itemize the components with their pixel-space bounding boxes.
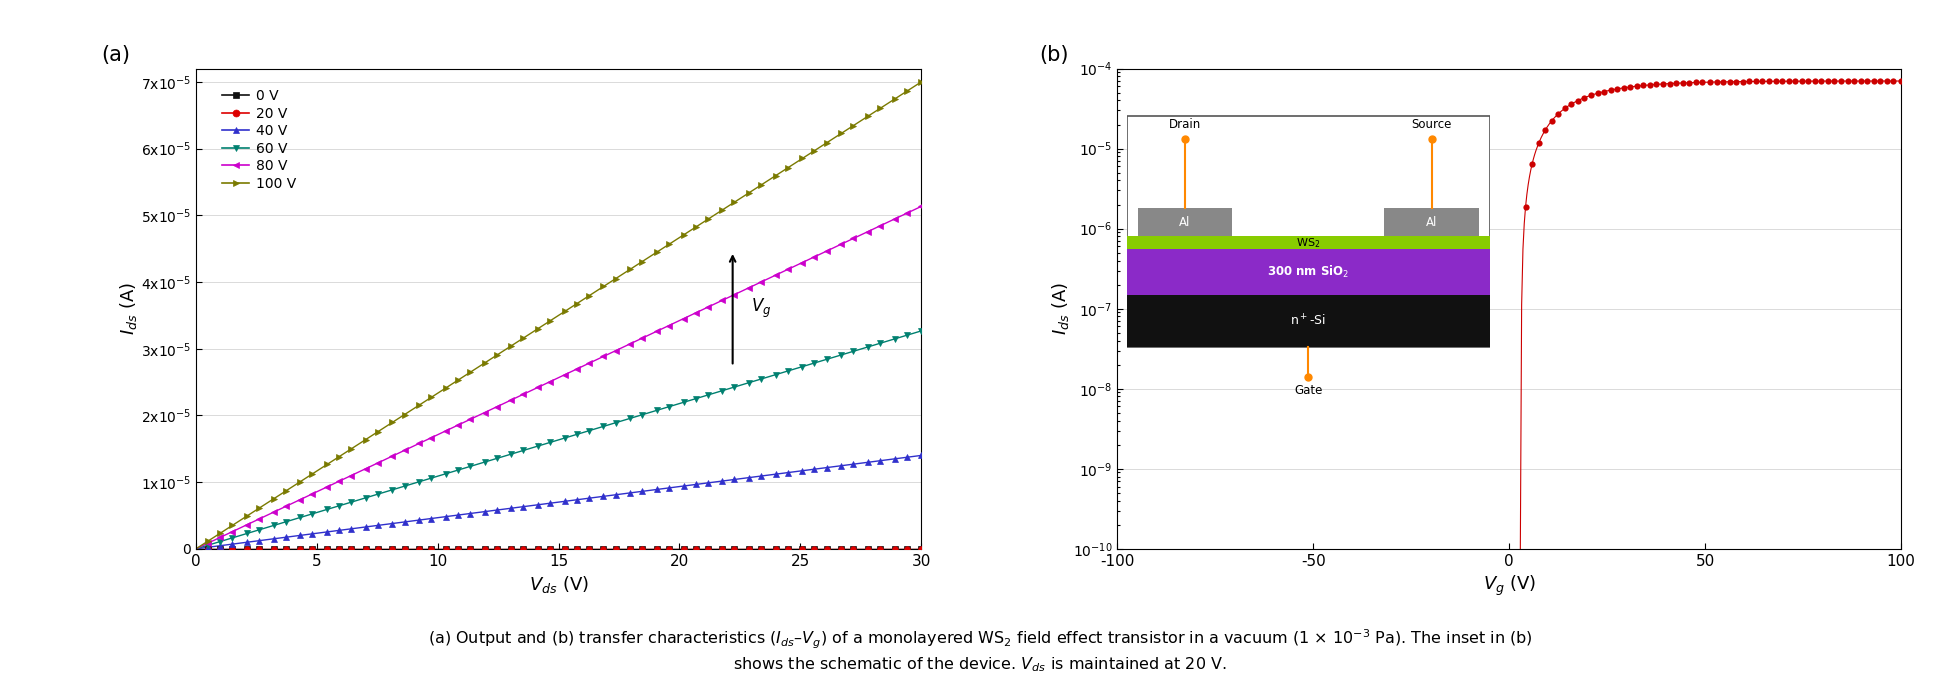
Text: n$^+$-Si: n$^+$-Si [1290,314,1327,329]
X-axis label: $V_g$ (V): $V_g$ (V) [1482,574,1537,598]
Bar [1127,236,1490,249]
Text: Gate: Gate [1294,383,1323,397]
Text: WS$_2$: WS$_2$ [1296,236,1321,250]
Bar [1384,208,1478,236]
Text: 300 nm SiO$_2$: 300 nm SiO$_2$ [1266,264,1350,281]
Text: (a): (a) [102,45,131,64]
Text: $V_g$: $V_g$ [751,297,770,320]
Text: Al: Al [1180,215,1192,228]
Text: Source: Source [1411,118,1452,131]
Text: shows the schematic of the device. $V_{ds}$ is maintained at 20 V.: shows the schematic of the device. $V_{d… [733,655,1227,674]
Bar [1139,208,1233,236]
X-axis label: $V_{ds}$ (V): $V_{ds}$ (V) [529,574,588,595]
Bar [1127,249,1490,295]
Text: (b): (b) [1039,45,1068,64]
FancyBboxPatch shape [1127,116,1490,346]
Text: Al: Al [1425,215,1437,228]
Y-axis label: $I_{ds}$ (A): $I_{ds}$ (A) [1051,282,1072,335]
Bar [1127,295,1490,346]
Legend: 0 V, 20 V, 40 V, 60 V, 80 V, 100 V: 0 V, 20 V, 40 V, 60 V, 80 V, 100 V [218,85,300,195]
Y-axis label: $I_{ds}$ (A): $I_{ds}$ (A) [118,282,139,335]
Text: (a) Output and (b) transfer characteristics ($I_{ds}$–$V_g$) of a monolayered WS: (a) Output and (b) transfer characterist… [427,628,1533,651]
Text: Drain: Drain [1168,118,1201,131]
